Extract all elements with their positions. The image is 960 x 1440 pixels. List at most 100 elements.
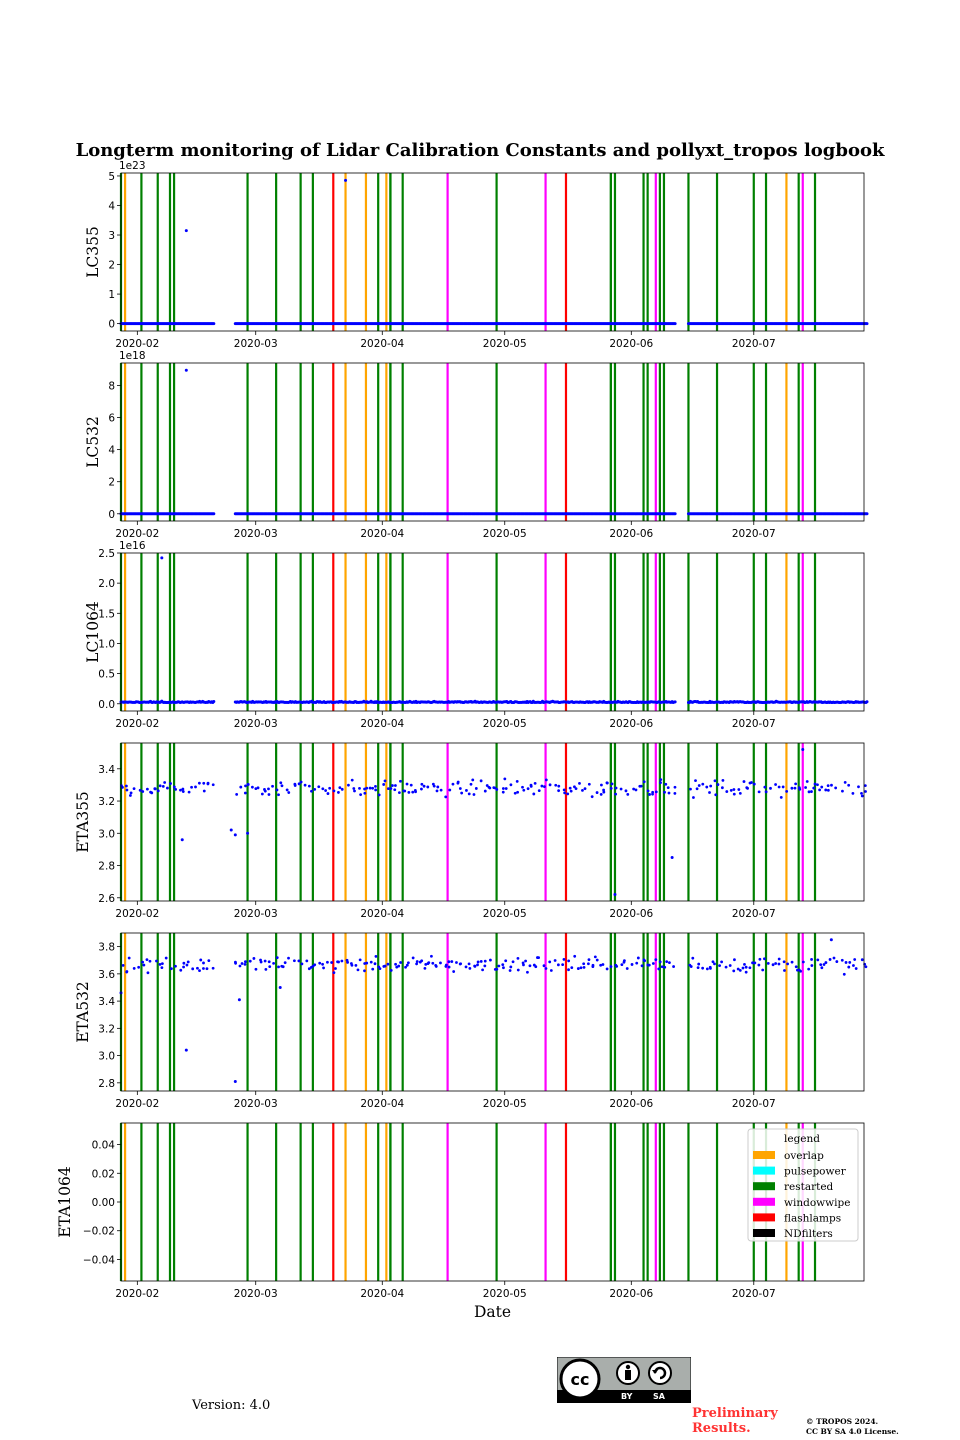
data-point [287, 791, 291, 794]
y-axis-label: LC355 [84, 226, 102, 278]
data-point [639, 784, 643, 788]
data-point [399, 961, 402, 964]
data-point [636, 956, 640, 960]
data-point [708, 965, 712, 969]
data-point [657, 967, 661, 971]
data-point [753, 961, 757, 965]
legend-label-overlap: overlap [784, 1150, 824, 1162]
data-point [763, 785, 767, 789]
data-point [163, 781, 167, 784]
legend-box [747, 1128, 859, 1242]
data-point [267, 960, 271, 964]
data-point [642, 780, 646, 784]
data-point [583, 787, 587, 791]
data-point [582, 962, 586, 966]
data-point [705, 967, 709, 971]
data-point [696, 966, 700, 970]
data-point [267, 787, 270, 791]
data-point [256, 786, 260, 790]
data-point [503, 777, 507, 781]
data-point [537, 789, 541, 793]
y-axis-label: ETA1064 [56, 1166, 74, 1238]
legend-swatch-flashlamps [753, 1213, 775, 1222]
data-point-outlier [184, 229, 188, 233]
data-point [414, 790, 417, 794]
data-point [777, 957, 781, 961]
y-tick-label: 3 [108, 230, 115, 242]
data-point [166, 786, 169, 790]
data-point [468, 967, 472, 970]
y-offset-label: 1e16 [119, 540, 146, 552]
data-point [540, 784, 544, 788]
data-point [689, 965, 693, 968]
data-point [642, 958, 646, 962]
panel-eta355: 2.6 2.8 3.0 3.2 3.4 ETA355 2020-02 2020-03 2020-… [74, 742, 867, 920]
panel-lc1064: 0.0 0.5 1.0 1.5 2.0 2.5 1e16 LC1064 2020-02 2020-… [84, 540, 869, 730]
data-point [271, 784, 274, 788]
x-tick-label: 2020-06 [609, 908, 653, 920]
data-point [601, 963, 605, 966]
y-tick-label: 3.2 [98, 1023, 115, 1035]
y-tick-label: −0.04 [83, 1254, 115, 1266]
data-point [279, 781, 283, 785]
data-point [353, 789, 356, 793]
x-tick-label: 2020-06 [609, 1288, 653, 1300]
data-point [801, 960, 805, 964]
data-point [340, 959, 344, 963]
legend-swatch-NDfilters [753, 1229, 775, 1237]
data-point [145, 958, 149, 961]
data-point [691, 956, 695, 960]
data-point [369, 960, 373, 964]
cc-sa-label: SA [653, 1392, 665, 1401]
data-point [561, 963, 565, 966]
y-tick-label: 0 [108, 319, 115, 331]
data-point [121, 964, 125, 967]
data-point [489, 958, 492, 962]
data-point [382, 783, 386, 786]
y-tick-label: 2.0 [98, 578, 115, 590]
data-point [695, 787, 699, 791]
data-point [460, 791, 464, 795]
axes-frame [120, 172, 865, 332]
data-point [718, 964, 722, 968]
data-point [779, 795, 783, 799]
data-point [202, 967, 205, 970]
data-point [738, 968, 742, 972]
data-point [389, 787, 393, 790]
data-point [835, 960, 839, 963]
data-point [358, 958, 362, 962]
data-point [352, 787, 356, 790]
data-point [141, 960, 145, 964]
copyright-line-2: CC BY SA 4.0 License. [806, 1427, 899, 1436]
data-point [701, 966, 705, 970]
y-tick-label: 2 [108, 477, 115, 489]
x-tick-label: 2020-04 [360, 908, 404, 920]
data-point [732, 788, 736, 791]
data-point [182, 965, 185, 969]
data-point [324, 789, 328, 792]
data-point [186, 960, 190, 964]
data-point [397, 791, 401, 795]
data-point [548, 783, 552, 787]
data-point [435, 789, 439, 793]
data-point-outlier [184, 368, 188, 372]
data-point [819, 963, 823, 966]
data-point [516, 956, 520, 960]
data-point [820, 785, 824, 789]
data-point [658, 960, 662, 964]
x-tick-label: 2020-03 [234, 1098, 278, 1110]
y-tick-label: 2.8 [98, 1078, 115, 1090]
data-point [310, 789, 313, 793]
x-tick-label: 2020-02 [115, 718, 159, 730]
data-point [402, 789, 406, 793]
data-point [485, 784, 489, 787]
data-point [473, 964, 477, 968]
data-point [141, 790, 145, 793]
data-point [865, 322, 869, 326]
data-point [728, 964, 732, 967]
data-point [673, 700, 677, 704]
data-point [654, 790, 658, 794]
data-point [338, 786, 342, 789]
data-point [524, 959, 527, 963]
data-point [340, 787, 344, 791]
